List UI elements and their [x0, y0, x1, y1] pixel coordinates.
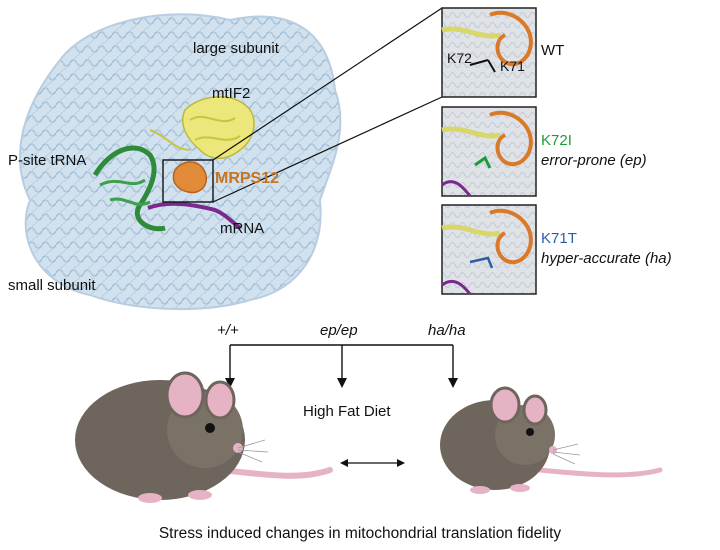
label-mrps12: MRPS12 — [215, 170, 280, 187]
genotype-ep: ep/ep — [320, 322, 358, 339]
label-small-subunit: small subunit — [8, 277, 96, 294]
mouse-right-graphic — [440, 386, 663, 494]
genotype-ha: ha/ha — [428, 322, 466, 339]
mrna-graphic — [147, 201, 242, 230]
inset-subtitle-k71t: hyper-accurate (ha) — [541, 250, 672, 267]
mouse-left-graphic — [75, 371, 333, 503]
label-mtif2: mtIF2 — [212, 85, 251, 102]
genotype-wt: +/+ — [217, 322, 239, 339]
genotype-bracket — [229, 344, 454, 380]
diet-label: High Fat Diet — [303, 403, 391, 420]
inset-title-wt: WT — [541, 42, 565, 59]
inset-k71t-graphic — [441, 204, 537, 295]
figure-caption: Stress induced changes in mitochondrial … — [158, 525, 562, 542]
ribosome-blob — [19, 13, 342, 311]
inset-subtitle-k72i: error-prone (ep) — [541, 152, 647, 169]
zoom-box — [162, 159, 214, 203]
trna-graphic — [92, 145, 166, 232]
mtif2-graphic — [181, 96, 255, 159]
inset-k72i-graphic — [441, 106, 537, 197]
label-p-site-trna: P-site tRNA — [8, 152, 87, 169]
inset-title-k71t: K71T — [541, 230, 577, 247]
residue-k72: K72 — [447, 50, 472, 66]
inset-wt-graphic — [441, 7, 537, 98]
mrps12-graphic — [172, 161, 207, 194]
comparison-arrow — [340, 459, 405, 467]
residue-k71: K71 — [500, 58, 525, 74]
label-large-subunit: large subunit — [193, 40, 279, 57]
label-mrna: mRNA — [220, 220, 265, 237]
inset-title-k72i: K72I — [541, 132, 572, 149]
